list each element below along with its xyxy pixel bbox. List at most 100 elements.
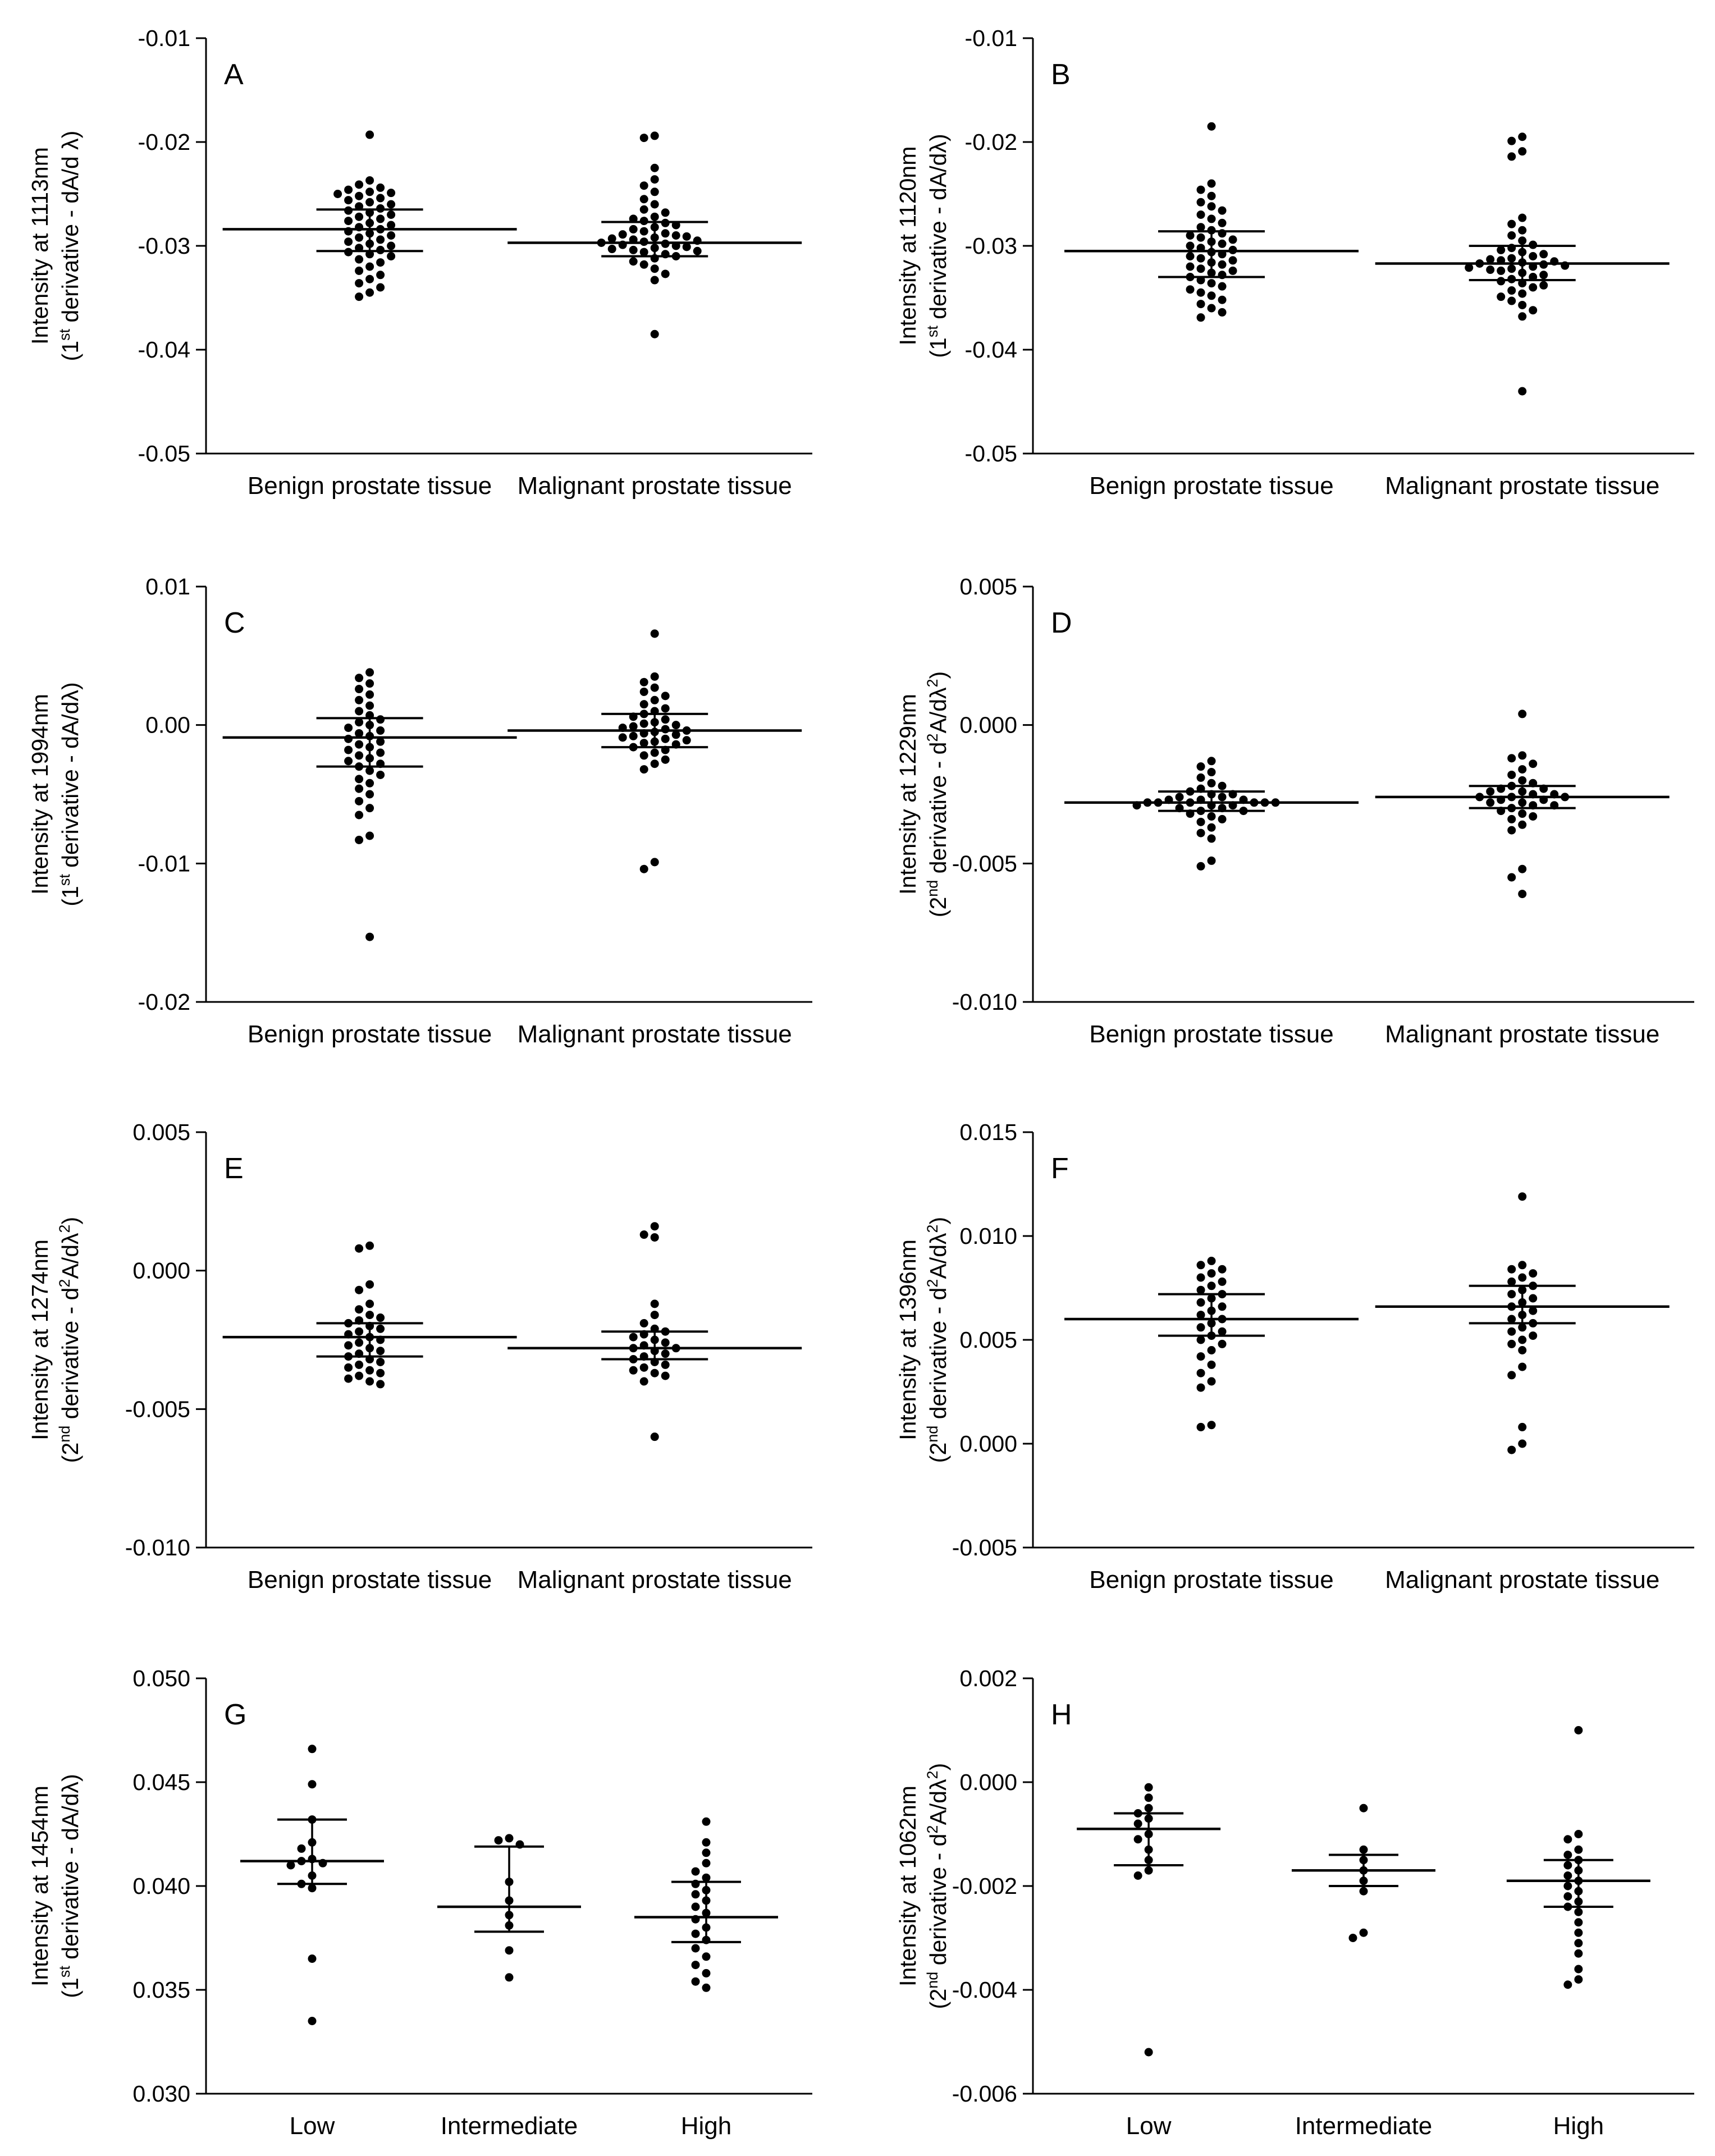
data-point	[1507, 152, 1516, 161]
y-tick-label: 0.000	[959, 1769, 1017, 1795]
x-category-label: Benign prostate tissue	[1089, 1020, 1333, 1048]
data-point	[1196, 1298, 1205, 1307]
data-point	[1218, 308, 1227, 317]
y-axis-label-units: (1st derivative - dA/d λ)	[56, 131, 83, 361]
data-point	[1486, 787, 1495, 796]
data-point	[1218, 814, 1227, 823]
panel-f: 0.015 0.010 0.005 0.000 -0.005 F Intensity at …	[895, 1119, 1694, 1594]
data-point	[639, 205, 648, 214]
y-tick-label: -0.03	[138, 233, 190, 259]
data-point	[691, 1977, 700, 1986]
y-tick-label: 0.035	[132, 1977, 190, 2003]
y-axis-label-superscript: nd	[924, 1972, 941, 1989]
group-malignant-prostate-tissue	[507, 1222, 802, 1441]
data-point	[1359, 1887, 1368, 1896]
y-axis-label-units: (1st derivative - dA/dλ)	[924, 134, 951, 358]
data-point	[1507, 1315, 1516, 1324]
data-point	[365, 130, 374, 139]
data-point	[1186, 252, 1195, 260]
data-point	[618, 230, 627, 239]
y-axis-label-part: A/dλ	[925, 1779, 951, 1825]
data-point	[607, 234, 616, 243]
y-axis-label-units: (1st derivative - dA/dλ)	[56, 682, 83, 906]
data-point	[661, 1371, 670, 1380]
data-point	[650, 163, 659, 172]
group-low	[240, 1745, 384, 2025]
data-point	[1196, 1383, 1205, 1392]
data-point	[702, 1952, 711, 1961]
data-point	[1196, 773, 1205, 782]
group-intermediate	[1292, 1803, 1435, 1942]
data-point	[1518, 890, 1527, 899]
data-point	[1563, 1835, 1572, 1844]
data-point	[1207, 214, 1216, 223]
y-axis-label-part: (2	[57, 1443, 83, 1463]
data-point	[355, 740, 364, 749]
data-point	[1507, 296, 1516, 305]
data-point	[365, 1241, 374, 1250]
x-category-label: Benign prostate tissue	[1089, 1566, 1333, 1594]
data-point	[693, 246, 702, 255]
data-point	[1539, 250, 1548, 259]
data-point	[1497, 245, 1506, 254]
data-point	[1196, 1422, 1205, 1431]
data-point	[650, 759, 659, 768]
data-point	[1563, 1882, 1572, 1890]
data-point	[639, 248, 648, 257]
data-point	[308, 2017, 317, 2025]
group-benign-prostate-tissue	[222, 130, 517, 301]
y-tick-label: 0.040	[132, 1873, 190, 1899]
data-point	[365, 1366, 374, 1375]
data-point	[333, 190, 342, 198]
data-point	[1574, 1830, 1583, 1838]
data-point	[365, 1311, 374, 1320]
data-point	[1218, 206, 1227, 215]
data-point	[1539, 271, 1548, 280]
data-point	[344, 1374, 353, 1383]
y-tick-label: -0.02	[138, 989, 190, 1015]
y-tick-label: -0.005	[125, 1396, 190, 1422]
data-point	[376, 194, 385, 203]
y-tick-label: -0.03	[965, 233, 1017, 259]
y-tick-label: -0.01	[138, 25, 190, 51]
data-point	[1507, 1371, 1516, 1380]
group-malignant-prostate-tissue	[507, 131, 802, 338]
data-point	[376, 283, 385, 292]
data-point	[1465, 263, 1474, 272]
panel-letter: A	[224, 58, 244, 91]
y-axis-label-part: )	[57, 1217, 83, 1225]
data-point	[355, 685, 364, 694]
data-point	[702, 1817, 711, 1826]
data-point	[355, 279, 364, 288]
data-point	[618, 733, 627, 742]
data-point	[1196, 1352, 1205, 1361]
data-point	[1518, 312, 1527, 321]
x-category-label: Malignant prostate tissue	[518, 1566, 792, 1594]
data-point	[1497, 292, 1506, 301]
y-axis-label-superscript: 2	[924, 734, 941, 742]
data-point	[1196, 264, 1205, 273]
panel-b: -0.01 -0.02 -0.03 -0.04 -0.05 B Intensity at 1…	[895, 25, 1694, 500]
data-point	[650, 1311, 659, 1320]
panel-letter: E	[224, 1152, 244, 1185]
x-category-label: Benign prostate tissue	[1089, 472, 1333, 500]
y-axis-label-part: derivative - dA/dλ)	[925, 134, 951, 326]
data-point	[639, 1319, 648, 1328]
data-point	[1518, 809, 1527, 818]
y-axis-label-superscript: 2	[924, 1770, 941, 1779]
data-point	[1186, 285, 1195, 294]
data-point	[1529, 283, 1538, 292]
y-axis-label-superscript: 2	[56, 1224, 73, 1233]
panel-a: -0.01 -0.02 -0.03 -0.04 -0.05 A Intensity at 1…	[27, 25, 812, 500]
data-point	[691, 1961, 700, 1970]
data-point	[629, 245, 638, 254]
y-tick-label: -0.010	[125, 1535, 190, 1560]
data-point	[387, 200, 396, 209]
data-point	[639, 678, 648, 686]
data-point	[376, 1347, 385, 1356]
data-point	[1563, 1851, 1572, 1859]
data-point	[1144, 1783, 1153, 1792]
data-point	[1518, 1422, 1527, 1431]
y-axis-label-part: )	[925, 1763, 951, 1771]
y-axis-label-superscript: st	[56, 1966, 73, 1978]
